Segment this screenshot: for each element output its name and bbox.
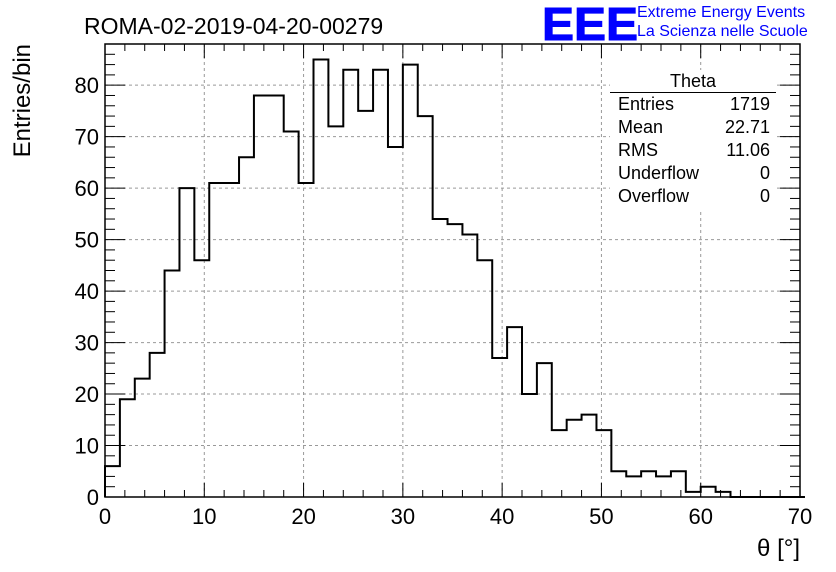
x-tick-label: 30 [391,504,415,529]
stats-value: 0 [759,186,770,206]
eee-logo-text: Extreme Energy Events La Scienza nelle S… [637,3,808,41]
histogram-bin [224,183,239,497]
histogram-outline [104,58,805,498]
histogram-bin [656,476,671,497]
y-tick-label: 70 [75,125,99,150]
eee-logo-letters: EEE [542,2,638,44]
stats-rows: Entries 1719 Mean 22.71 RMS 11.06 Underflow 0 Ov… [610,93,776,208]
stats-value: 0 [759,163,770,183]
histogram-bin [582,415,597,497]
y-tick-label: 80 [75,73,99,98]
histogram-bin [343,70,358,497]
histogram-bin [269,95,284,497]
histogram-bin [611,471,626,497]
stats-row: Overflow 0 [610,185,776,208]
histogram-bin [418,116,433,497]
histogram-bin [537,363,552,497]
y-tick-label: 30 [75,331,99,356]
histogram-bin [388,147,403,497]
histogram-bin [507,327,522,497]
histogram-bin [522,394,537,497]
y-tick-label: 40 [75,279,99,304]
y-axis-label: Entries/bin [9,44,36,157]
histogram-bin [477,260,492,497]
stats-label: Overflow [618,186,690,206]
histogram-bin [552,430,567,497]
stats-box: Theta Entries 1719 Mean 22.71 RMS 11.06 Underf… [610,70,776,210]
x-tick-label: 0 [99,504,111,529]
x-tick-label: 10 [192,504,216,529]
x-tick-label: 70 [788,504,812,529]
histogram-bin [462,234,477,497]
x-axis-label: θ [°] [757,535,800,562]
histogram-bin [179,188,194,497]
stats-label: Mean [618,117,664,137]
stats-label: RMS [618,140,658,160]
x-tick-labels: 0 10 20 30 40 50 60 70 [99,504,812,529]
x-tick-label: 20 [291,504,315,529]
y-tick-label: 60 [75,176,99,201]
histogram-bin [194,260,209,497]
stats-value: 22.71 [724,117,770,137]
y-tick-labels: 0 10 20 30 40 50 60 70 80 [75,73,99,510]
logo-line-1: Extreme Energy Events [637,4,806,21]
stats-row: RMS 11.06 [610,139,776,162]
histogram-bin [403,65,418,497]
histogram-bin [299,183,314,497]
histogram-bin [596,430,611,497]
stats-value: 1719 [729,94,770,114]
grid-lines [105,44,800,497]
x-tick-label: 40 [490,504,514,529]
histogram-bin [373,70,388,497]
logo-line-2: La Scienza nelle Scuole [637,23,808,40]
histogram-bin [701,487,716,497]
y-tick-label: 0 [87,485,99,510]
histogram-bin [448,224,463,497]
histogram-bin [433,219,448,497]
histogram-bin [328,126,343,497]
histogram-bin [120,399,135,497]
histogram-bin [567,420,582,497]
histogram-bin [135,379,150,497]
x-tick-label: 50 [589,504,613,529]
histogram-bin [626,476,641,497]
y-tick-label: 20 [75,382,99,407]
histogram-bars [104,58,805,498]
histogram-bin [492,358,507,497]
histogram-bin [254,95,269,497]
stats-label: Underflow [618,163,700,183]
histogram-bin [239,157,254,497]
stats-title: Theta [610,70,776,93]
x-tick-label: 60 [688,504,712,529]
histogram-bin [165,271,180,498]
stats-value: 11.06 [726,140,770,160]
eee-logo: EEE [542,2,639,44]
histogram-bin [314,59,329,497]
y-tick-label: 50 [75,228,99,253]
stats-row: Underflow 0 [610,162,776,185]
histogram-bin [358,111,373,497]
axis-ticks [104,43,801,498]
stats-label: Entries [618,94,675,114]
histogram-bin [209,183,224,497]
chart-title: ROMA-02-2019-04-20-00279 [84,13,383,39]
histogram-bin [284,132,299,497]
histogram-bin [105,466,120,497]
histogram-bin [671,471,686,497]
stats-row: Mean 22.71 [610,116,776,139]
histogram-bin [641,471,656,497]
y-tick-label: 10 [75,434,99,459]
stats-row: Entries 1719 [610,93,776,116]
histogram-bin [150,353,165,497]
